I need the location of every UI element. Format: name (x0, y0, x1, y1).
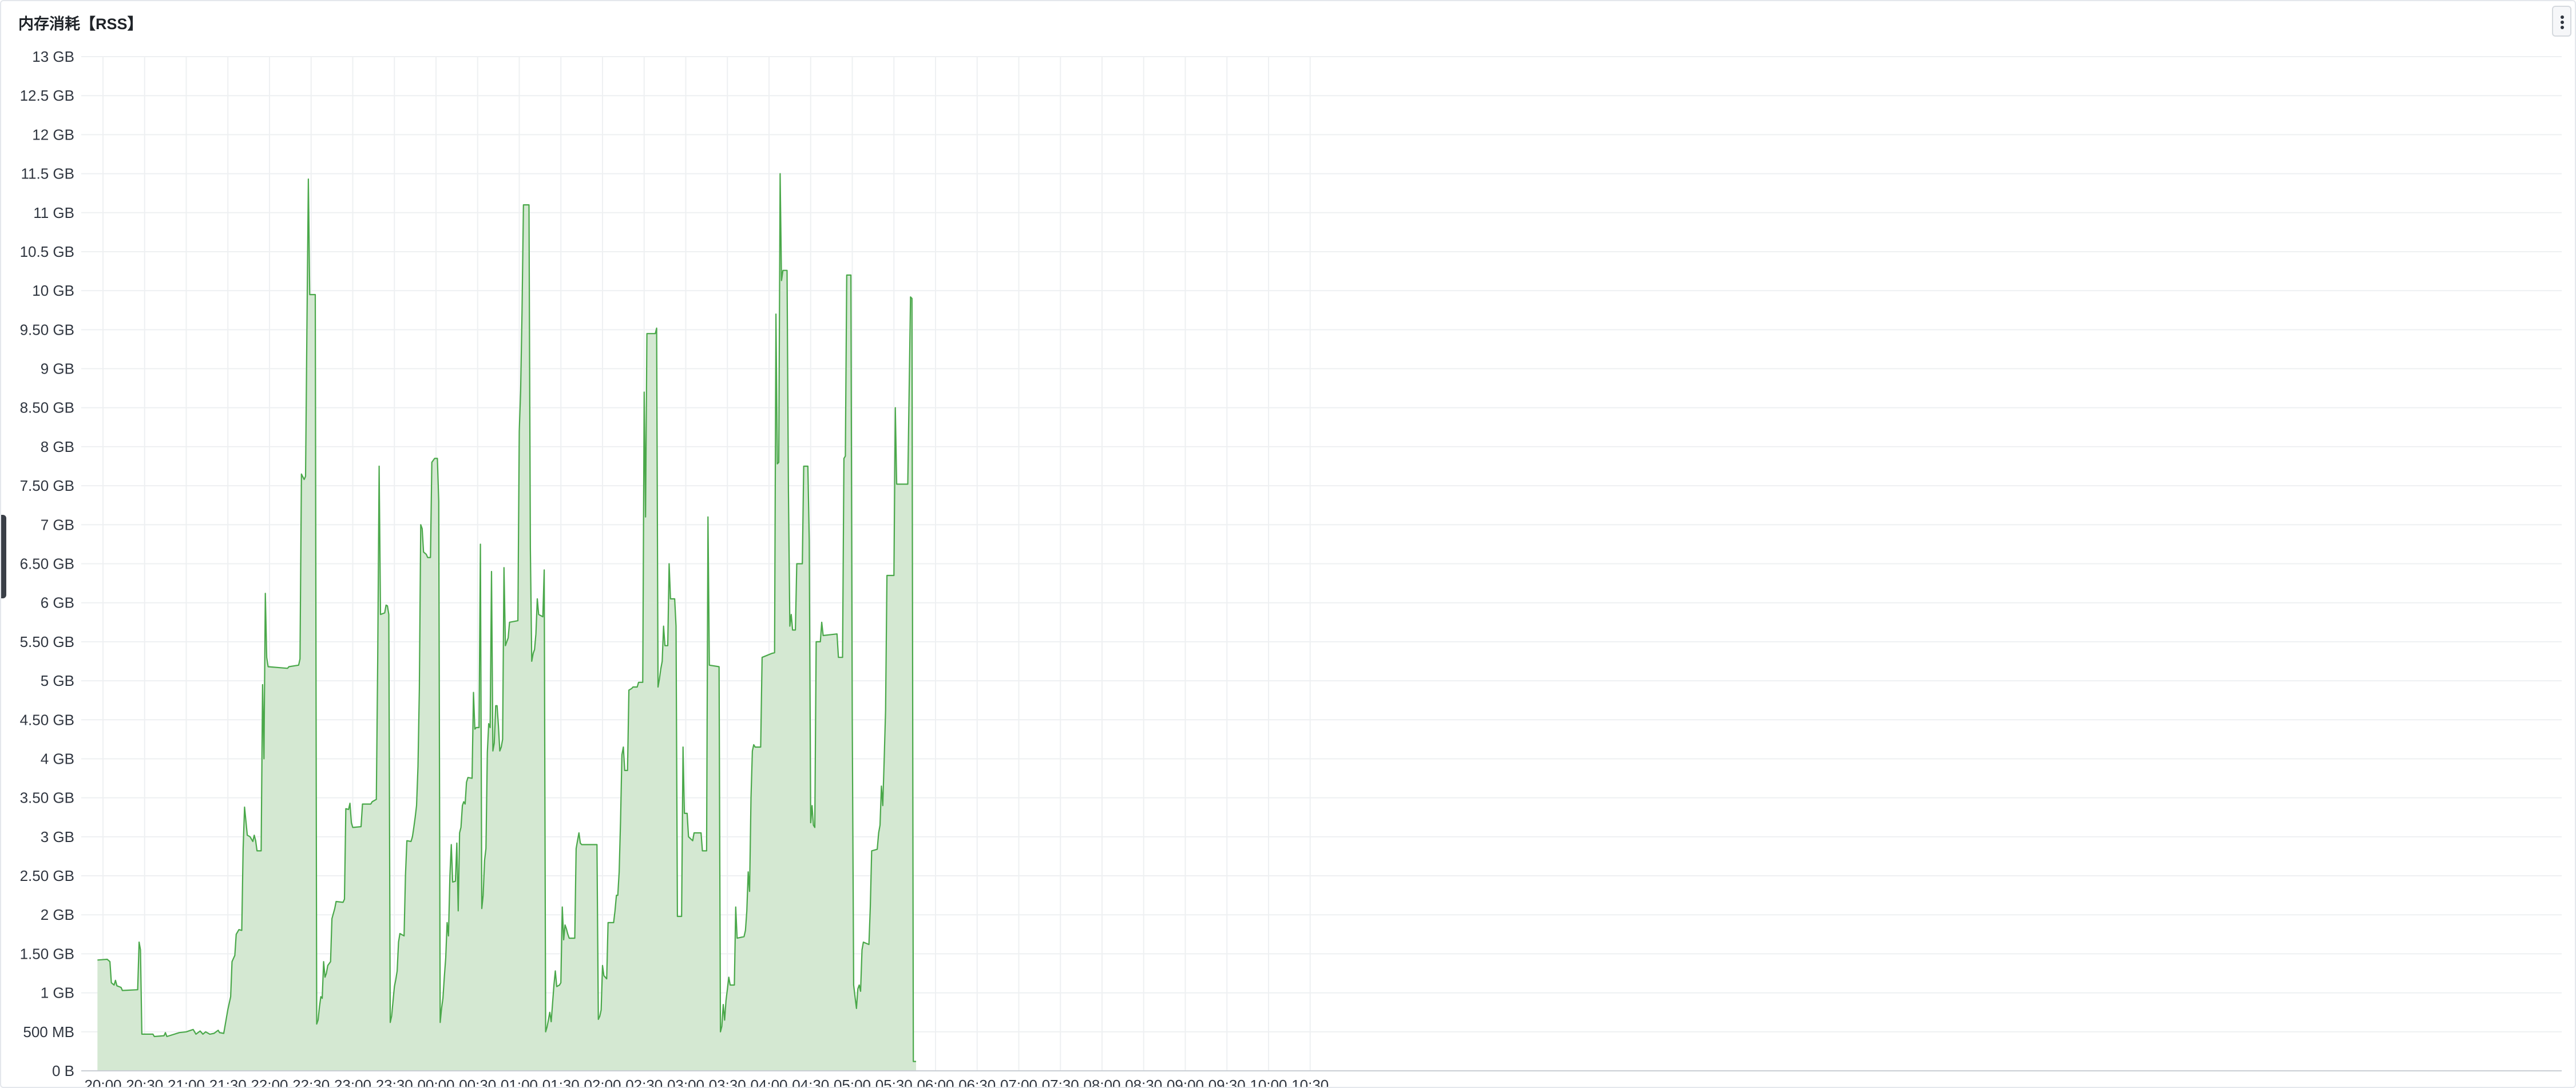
more-vertical-icon (2561, 15, 2564, 29)
y-tick-label: 9 GB (41, 360, 74, 378)
y-tick-label: 2.50 GB (20, 867, 74, 884)
x-tick-label: 06:30 (958, 1077, 996, 1088)
y-tick-label: 6.50 GB (20, 555, 74, 573)
y-tick-label: 500 MB (23, 1023, 74, 1041)
y-tick-label: 13 GB (32, 48, 74, 65)
x-tick-label: 10:00 (1250, 1077, 1287, 1088)
y-tick-label: 9.50 GB (20, 321, 74, 338)
x-tick-label: 10:30 (1291, 1077, 1329, 1088)
y-tick-label: 7 GB (41, 516, 74, 533)
x-tick-label: 00:00 (417, 1077, 454, 1088)
y-tick-label: 10.5 GB (20, 243, 74, 260)
x-tick-label: 05:00 (834, 1077, 871, 1088)
y-tick-label: 0 B (52, 1062, 74, 1079)
y-tick-label: 10 GB (32, 282, 74, 299)
x-tick-label: 02:00 (584, 1077, 621, 1088)
y-tick-label: 12.5 GB (20, 87, 74, 104)
side-drawer-handle[interactable] (1, 515, 6, 598)
x-tick-label: 23:30 (376, 1077, 413, 1088)
x-tick-label: 21:00 (168, 1077, 205, 1088)
y-tick-label: 3 GB (41, 828, 74, 845)
y-tick-label: 1.50 GB (20, 945, 74, 962)
x-tick-label: 07:30 (1042, 1077, 1079, 1088)
x-tick-label: 04:00 (750, 1077, 787, 1088)
x-tick-label: 06:00 (917, 1077, 954, 1088)
y-tick-label: 11 GB (33, 204, 74, 221)
y-tick-label: 2 GB (41, 906, 74, 923)
x-tick-label: 07:00 (1000, 1077, 1037, 1088)
y-tick-label: 12 GB (32, 126, 74, 143)
x-tick-label: 22:30 (292, 1077, 330, 1088)
panel-title: 内存消耗【RSS】 (18, 15, 143, 33)
x-tick-label: 21:30 (209, 1077, 247, 1088)
x-tick-label: 22:00 (251, 1077, 288, 1088)
rss-series-line (97, 173, 916, 1062)
x-tick-label: 09:30 (1208, 1077, 1246, 1088)
panel-menu-button[interactable] (2552, 6, 2571, 37)
x-tick-label: 08:00 (1083, 1077, 1120, 1088)
y-tick-label: 7.50 GB (20, 477, 74, 494)
x-tick-label: 08:30 (1125, 1077, 1162, 1088)
y-tick-label: 1 GB (41, 984, 74, 1002)
x-tick-label: 05:30 (875, 1077, 913, 1088)
x-tick-label: 01:00 (501, 1077, 538, 1088)
y-tick-label: 11.5 GB (21, 165, 74, 182)
x-tick-label: 20:00 (84, 1077, 121, 1088)
x-tick-label: 01:30 (542, 1077, 580, 1088)
y-tick-label: 4 GB (41, 750, 74, 767)
x-tick-label: 03:30 (709, 1077, 746, 1088)
y-tick-label: 4.50 GB (20, 711, 74, 728)
rss-series-area (97, 173, 916, 1071)
y-tick-label: 8 GB (41, 438, 74, 455)
x-tick-label: 20:30 (126, 1077, 163, 1088)
x-tick-label: 23:00 (334, 1077, 371, 1088)
x-tick-label: 00:30 (459, 1077, 496, 1088)
y-tick-label: 5 GB (41, 672, 74, 689)
y-tick-label: 8.50 GB (20, 399, 74, 416)
y-tick-label: 5.50 GB (20, 633, 74, 650)
x-tick-label: 04:30 (792, 1077, 829, 1088)
x-tick-label: 02:30 (625, 1077, 663, 1088)
x-tick-label: 09:00 (1167, 1077, 1204, 1088)
y-tick-label: 6 GB (41, 594, 74, 611)
y-tick-label: 3.50 GB (20, 789, 74, 807)
x-tick-label: 03:00 (667, 1077, 704, 1088)
